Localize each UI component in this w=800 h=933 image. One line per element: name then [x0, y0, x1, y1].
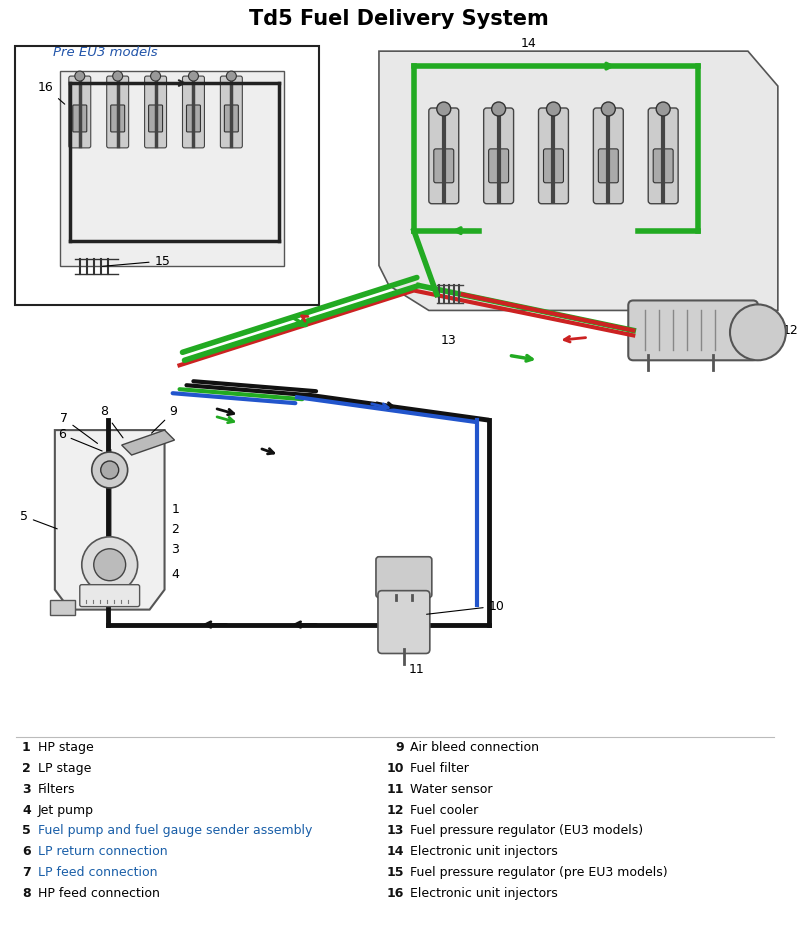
FancyBboxPatch shape — [489, 149, 509, 183]
Text: 8: 8 — [22, 887, 30, 900]
Text: 14: 14 — [521, 36, 537, 49]
FancyBboxPatch shape — [598, 149, 618, 183]
Text: 16: 16 — [386, 887, 404, 900]
Text: Air bleed connection: Air bleed connection — [410, 741, 539, 754]
Circle shape — [82, 536, 138, 592]
Text: 9: 9 — [151, 405, 178, 433]
FancyBboxPatch shape — [182, 77, 205, 147]
FancyBboxPatch shape — [429, 108, 458, 203]
Polygon shape — [50, 600, 74, 615]
FancyBboxPatch shape — [538, 108, 569, 203]
Circle shape — [92, 453, 128, 488]
FancyBboxPatch shape — [80, 585, 140, 606]
FancyBboxPatch shape — [224, 105, 238, 132]
Text: 6: 6 — [58, 428, 102, 451]
Text: Fuel pressure regulator (pre EU3 models): Fuel pressure regulator (pre EU3 models) — [410, 867, 667, 880]
Text: 11: 11 — [386, 783, 404, 796]
Circle shape — [602, 102, 615, 116]
FancyBboxPatch shape — [220, 77, 242, 147]
Text: Fuel cooler: Fuel cooler — [410, 803, 478, 816]
Text: 7: 7 — [22, 867, 30, 880]
Polygon shape — [379, 51, 778, 311]
Circle shape — [150, 71, 161, 81]
FancyBboxPatch shape — [543, 149, 563, 183]
Text: Td5 Fuel Delivery System: Td5 Fuel Delivery System — [249, 9, 549, 29]
Text: 12: 12 — [386, 803, 404, 816]
Text: 5: 5 — [22, 825, 30, 838]
Text: 8: 8 — [100, 405, 123, 438]
Circle shape — [656, 102, 670, 116]
Text: 3: 3 — [22, 783, 30, 796]
Text: 1: 1 — [22, 741, 30, 754]
FancyBboxPatch shape — [149, 105, 162, 132]
Text: 9: 9 — [395, 741, 404, 754]
Circle shape — [94, 549, 126, 580]
FancyBboxPatch shape — [378, 591, 430, 653]
Circle shape — [189, 71, 198, 81]
Text: Fuel pump and fuel gauge sender assembly: Fuel pump and fuel gauge sender assembly — [38, 825, 312, 838]
Text: Electronic unit injectors: Electronic unit injectors — [410, 845, 558, 858]
Text: 16: 16 — [38, 81, 65, 104]
Text: 7: 7 — [60, 412, 98, 443]
Text: HP stage: HP stage — [38, 741, 94, 754]
FancyBboxPatch shape — [186, 105, 201, 132]
Circle shape — [437, 102, 450, 116]
Text: 10: 10 — [426, 600, 505, 614]
Text: 1: 1 — [171, 504, 179, 516]
Circle shape — [113, 71, 122, 81]
Text: 12: 12 — [783, 324, 798, 337]
Text: LP feed connection: LP feed connection — [38, 867, 158, 880]
Text: Pre EU3 models: Pre EU3 models — [53, 46, 158, 59]
Text: HP feed connection: HP feed connection — [38, 887, 160, 900]
Circle shape — [101, 461, 118, 479]
Text: 5: 5 — [20, 509, 58, 529]
Text: LP stage: LP stage — [38, 761, 91, 774]
Circle shape — [492, 102, 506, 116]
Text: 2: 2 — [171, 523, 179, 536]
Circle shape — [74, 71, 85, 81]
FancyBboxPatch shape — [628, 300, 758, 360]
Bar — [15, 46, 319, 305]
Text: 3: 3 — [171, 543, 179, 556]
Circle shape — [730, 304, 786, 360]
Text: 14: 14 — [386, 845, 404, 858]
FancyBboxPatch shape — [484, 108, 514, 203]
Bar — [60, 71, 284, 266]
Text: 11: 11 — [409, 663, 425, 675]
Text: Jet pump: Jet pump — [38, 803, 94, 816]
Text: 15: 15 — [386, 867, 404, 880]
FancyBboxPatch shape — [376, 557, 432, 598]
Text: 15: 15 — [102, 255, 170, 268]
FancyBboxPatch shape — [73, 105, 86, 132]
FancyBboxPatch shape — [653, 149, 673, 183]
Text: 6: 6 — [22, 845, 30, 858]
Text: Fuel pressure regulator (EU3 models): Fuel pressure regulator (EU3 models) — [410, 825, 643, 838]
Text: 2: 2 — [22, 761, 30, 774]
FancyBboxPatch shape — [69, 77, 90, 147]
Text: 4: 4 — [171, 568, 179, 581]
FancyBboxPatch shape — [594, 108, 623, 203]
Text: 13: 13 — [386, 825, 404, 838]
FancyBboxPatch shape — [145, 77, 166, 147]
FancyBboxPatch shape — [106, 77, 129, 147]
Text: 10: 10 — [386, 761, 404, 774]
Text: Fuel filter: Fuel filter — [410, 761, 469, 774]
Circle shape — [546, 102, 561, 116]
Text: 4: 4 — [22, 803, 30, 816]
FancyBboxPatch shape — [110, 105, 125, 132]
Circle shape — [226, 71, 236, 81]
FancyBboxPatch shape — [434, 149, 454, 183]
FancyBboxPatch shape — [648, 108, 678, 203]
Text: Water sensor: Water sensor — [410, 783, 492, 796]
Polygon shape — [55, 430, 165, 609]
Text: Electronic unit injectors: Electronic unit injectors — [410, 887, 558, 900]
Text: 13: 13 — [441, 334, 457, 347]
Text: LP return connection: LP return connection — [38, 845, 167, 858]
Text: Filters: Filters — [38, 783, 75, 796]
Polygon shape — [122, 430, 174, 455]
